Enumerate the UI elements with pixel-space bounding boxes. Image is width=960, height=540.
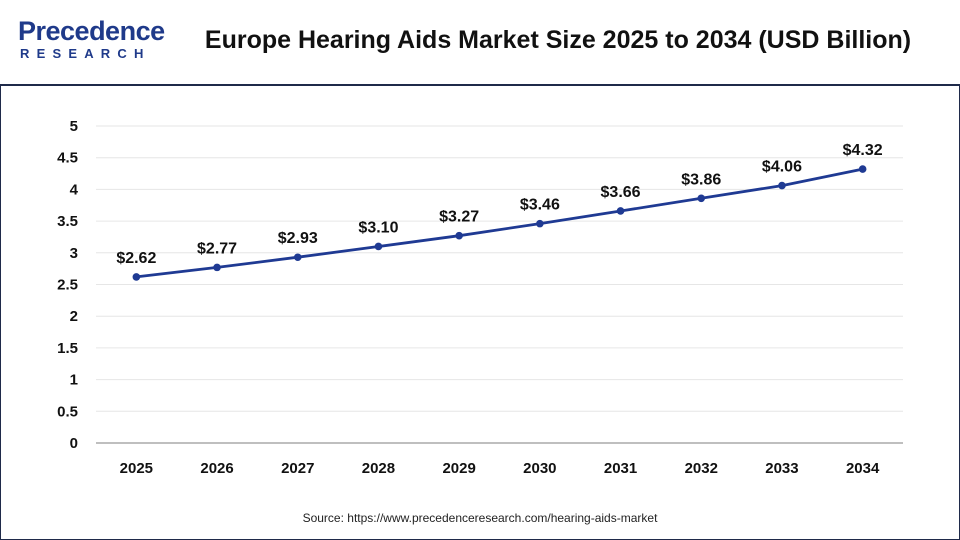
y-tick-label: 1.5 bbox=[57, 340, 78, 357]
x-tick-label: 2033 bbox=[765, 460, 798, 477]
y-tick-label: 4 bbox=[70, 181, 79, 198]
y-tick-label: 4.5 bbox=[57, 150, 78, 167]
x-tick-label: 2030 bbox=[523, 460, 556, 477]
data-label: $2.77 bbox=[197, 240, 237, 257]
y-tick-label: 0.5 bbox=[57, 403, 78, 420]
data-point bbox=[616, 207, 625, 215]
x-tick-label: 2027 bbox=[281, 460, 314, 477]
data-label: $3.86 bbox=[681, 171, 721, 188]
data-label: $3.27 bbox=[439, 209, 479, 226]
data-point bbox=[293, 253, 302, 262]
header: Precedence RESEARCH Europe Hearing Aids … bbox=[0, 0, 960, 86]
y-tick-label: 0 bbox=[70, 435, 78, 452]
y-tick-label: 3.5 bbox=[57, 213, 78, 230]
data-point bbox=[213, 263, 221, 272]
line-chart: 0 0.5 1 1.5 2 2.5 3 3.5 4 4.5 5 2025 2026 2027 2028 202… bbox=[57, 118, 903, 477]
series-line bbox=[136, 167, 863, 279]
data-label: $3.46 bbox=[520, 197, 560, 214]
data-label: $4.06 bbox=[762, 159, 802, 176]
source-note: Source: https://www.precedenceresearch.c… bbox=[302, 511, 658, 525]
data-point bbox=[132, 273, 141, 281]
x-tick-label: 2025 bbox=[120, 460, 153, 477]
brand-logo: Precedence RESEARCH bbox=[14, 16, 165, 66]
logo-main-text: Precedence bbox=[18, 16, 165, 46]
data-point bbox=[697, 194, 706, 203]
data-label: $2.93 bbox=[278, 230, 318, 247]
data-label: $2.62 bbox=[116, 250, 156, 267]
x-tick-label: 2031 bbox=[604, 460, 637, 477]
y-tick-label: 5 bbox=[70, 118, 78, 135]
x-tick-label: 2032 bbox=[685, 460, 718, 477]
logo-sub-text: RESEARCH bbox=[20, 46, 151, 61]
data-point bbox=[374, 242, 383, 251]
data-point bbox=[778, 181, 786, 190]
data-label: $3.66 bbox=[601, 184, 641, 201]
chart-title: Europe Hearing Aids Market Size 2025 to … bbox=[204, 26, 912, 54]
x-tick-label: 2026 bbox=[200, 460, 233, 477]
data-label: $3.10 bbox=[358, 219, 398, 236]
data-point bbox=[536, 219, 544, 228]
data-point bbox=[455, 231, 463, 240]
data-point bbox=[858, 165, 867, 173]
y-tick-label: 2 bbox=[70, 308, 78, 325]
y-tick-label: 3 bbox=[70, 245, 78, 262]
y-tick-label: 2.5 bbox=[57, 277, 78, 294]
x-tick-label: 2034 bbox=[846, 460, 880, 477]
x-tick-label: 2028 bbox=[362, 460, 395, 477]
x-tick-label: 2029 bbox=[442, 460, 475, 477]
y-tick-label: 1 bbox=[70, 372, 78, 389]
data-label: $4.32 bbox=[843, 142, 883, 159]
